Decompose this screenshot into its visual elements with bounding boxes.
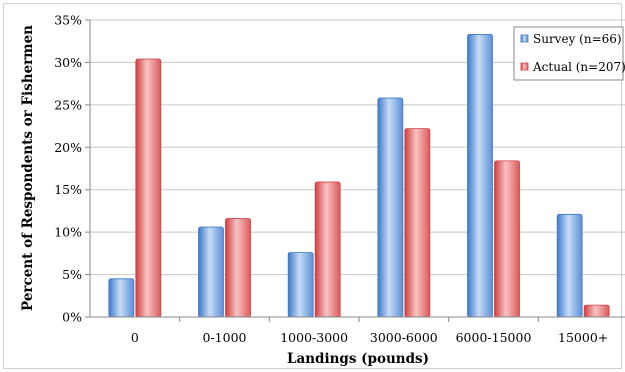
legend-label-actual: Actual (n=207) xyxy=(532,60,625,74)
bars xyxy=(108,34,610,318)
x-tick-label: 3000-6000 xyxy=(370,330,438,345)
bar-survey xyxy=(556,213,583,318)
bar-survey xyxy=(377,97,404,318)
y-axis-title: Percent of Respondents or Fishermen xyxy=(20,25,36,311)
bar-actual xyxy=(314,181,341,318)
bar-survey xyxy=(198,226,224,318)
bar-actual xyxy=(583,304,610,318)
y-tick-label: 0% xyxy=(62,310,82,325)
bar-actual xyxy=(135,58,162,318)
legend-swatch-actual xyxy=(520,62,529,71)
x-tick-label: 0 xyxy=(131,330,139,345)
x-axis-ticks: 0 0-1000 1000-3000 3000-6000 6000-15000 15000… xyxy=(131,317,608,345)
x-tick-label: 6000-15000 xyxy=(456,330,532,345)
y-tick-label: 10% xyxy=(54,225,82,240)
legend-box xyxy=(513,26,624,81)
bar-actual xyxy=(225,218,251,318)
bar-survey xyxy=(287,252,314,318)
y-tick-label: 25% xyxy=(54,97,82,112)
legend-label-survey: Survey (n=66) xyxy=(533,32,622,46)
x-axis-title: Landings (pounds) xyxy=(287,351,429,367)
bar-actual xyxy=(404,128,431,318)
x-tick-label: 1000-3000 xyxy=(280,330,348,345)
legend-swatch-survey xyxy=(520,34,529,43)
x-tick-label: 15000+ xyxy=(558,330,608,345)
y-tick-label: 20% xyxy=(54,140,82,155)
y-axis-ticks: 0% 5% 10% 15% 20% 25% 30% 35% xyxy=(54,13,90,325)
y-tick-label: 35% xyxy=(54,13,82,28)
bar-survey xyxy=(108,278,135,318)
y-tick-label: 30% xyxy=(54,55,82,70)
x-tick-label: 0-1000 xyxy=(203,330,247,345)
y-tick-label: 5% xyxy=(62,267,82,282)
legend: Survey (n=66) Actual (n=207) xyxy=(513,26,625,81)
bar-survey xyxy=(467,34,493,318)
bar-actual xyxy=(494,160,520,318)
y-tick-label: 15% xyxy=(54,182,82,197)
